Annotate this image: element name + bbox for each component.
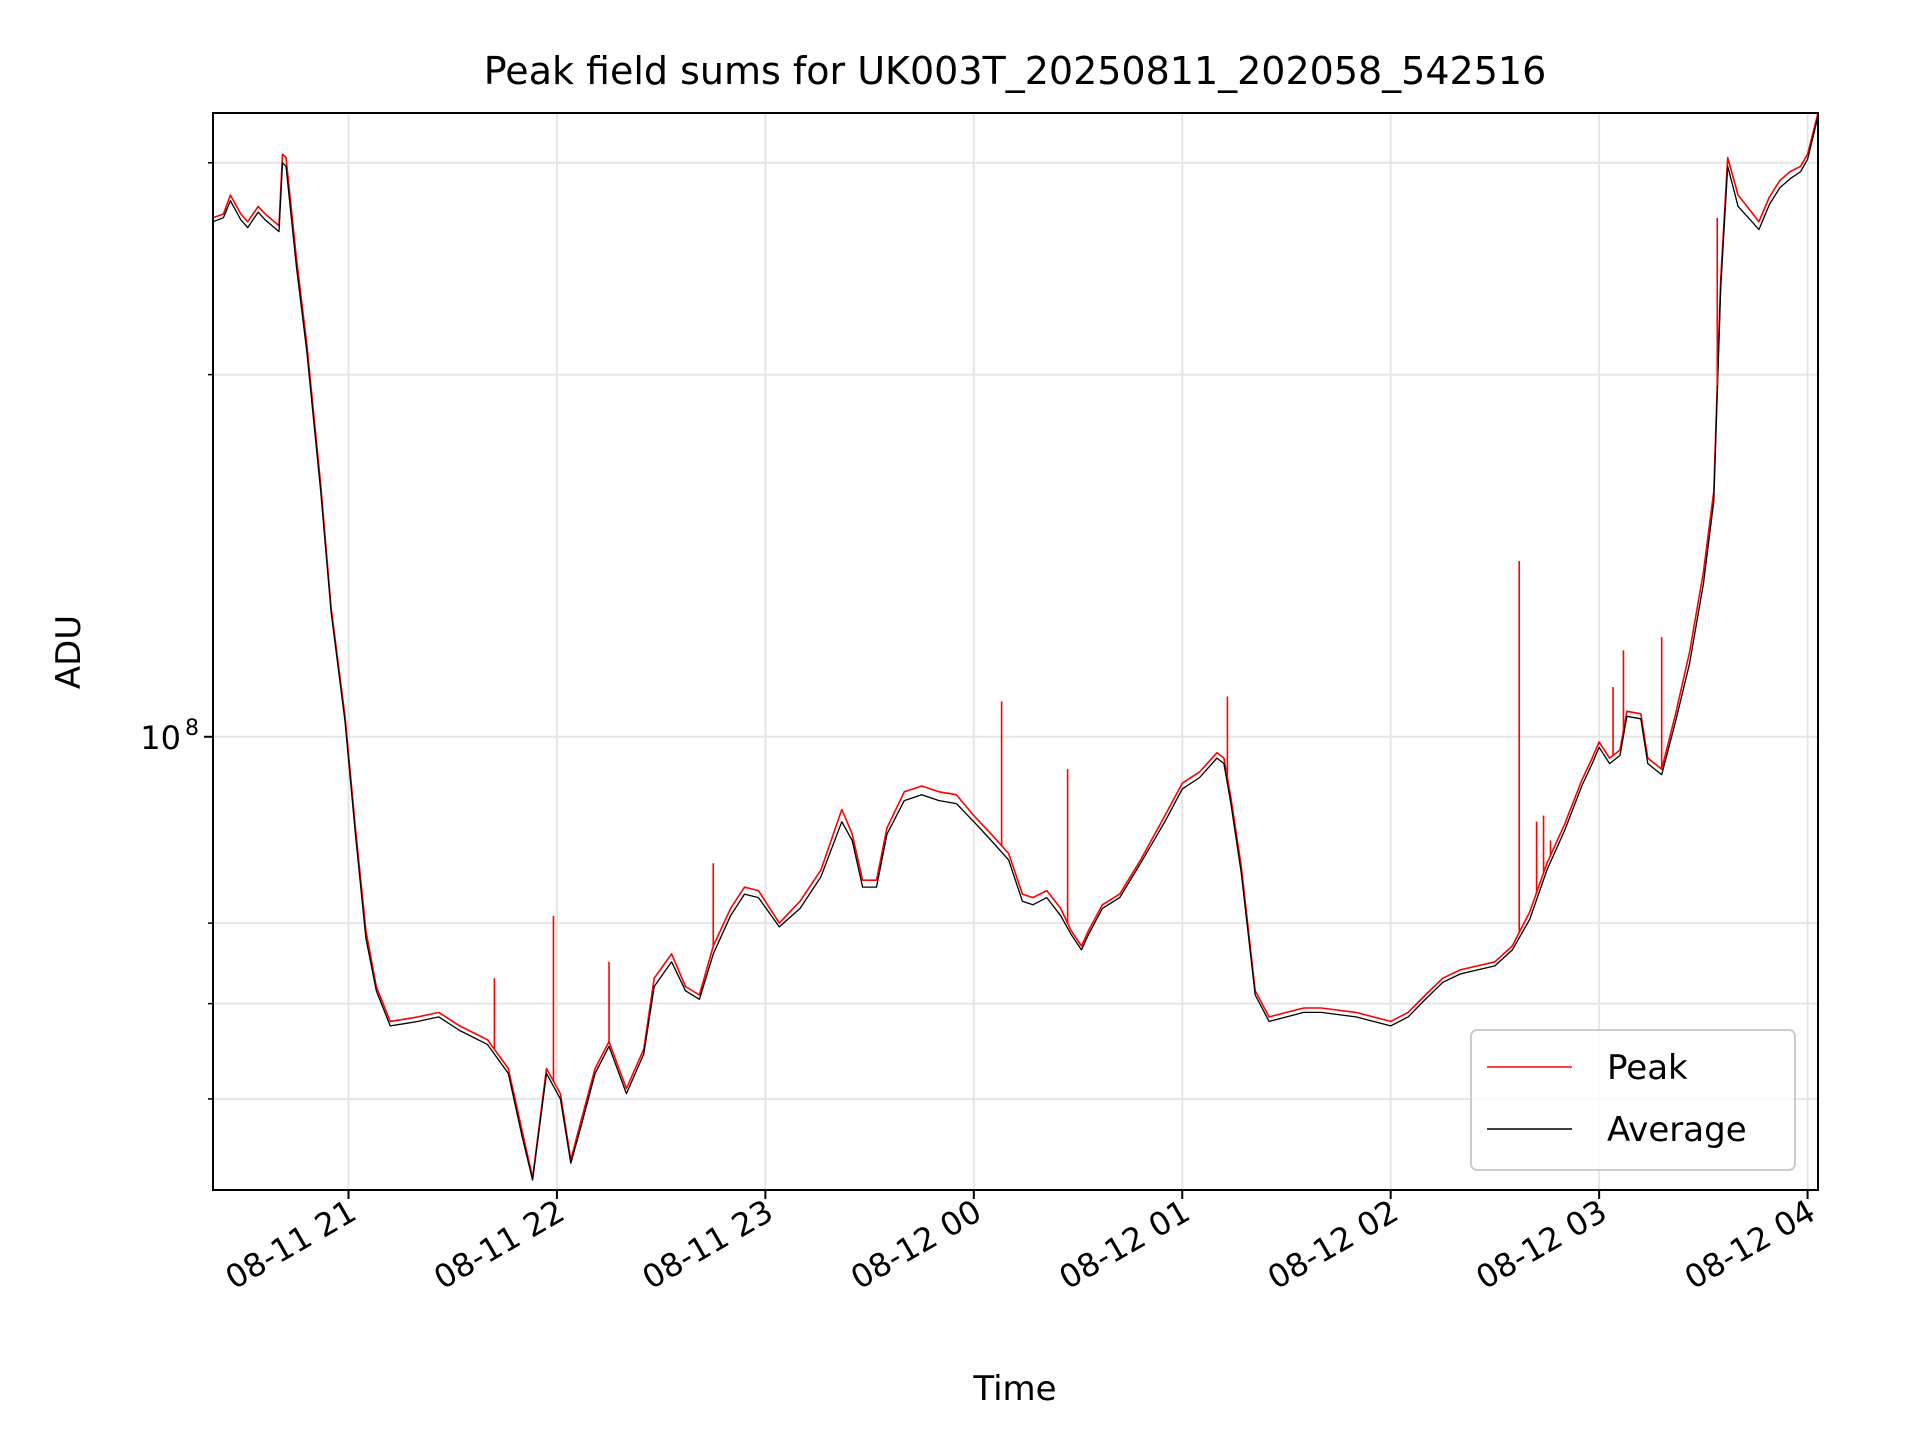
legend-box [1470,1029,1796,1171]
legend-label-peak: Peak [1607,1048,1688,1088]
y-axis-label: ADU [49,615,89,689]
chart-title: Peak field sums for UK003T_20250811_2020… [484,49,1547,93]
y-tick-label: 10 [140,719,181,757]
series-line-peak [212,112,1819,1179]
series-layer [212,112,1819,1181]
series-line-average [212,116,1819,1181]
x-axis-label: Time [972,1369,1056,1409]
plot-frame [212,112,1819,1191]
y-tick-label-exponent: 8 [185,716,199,741]
legend-label-average: Average [1607,1110,1747,1150]
legend: Peak Average [1470,1029,1796,1171]
